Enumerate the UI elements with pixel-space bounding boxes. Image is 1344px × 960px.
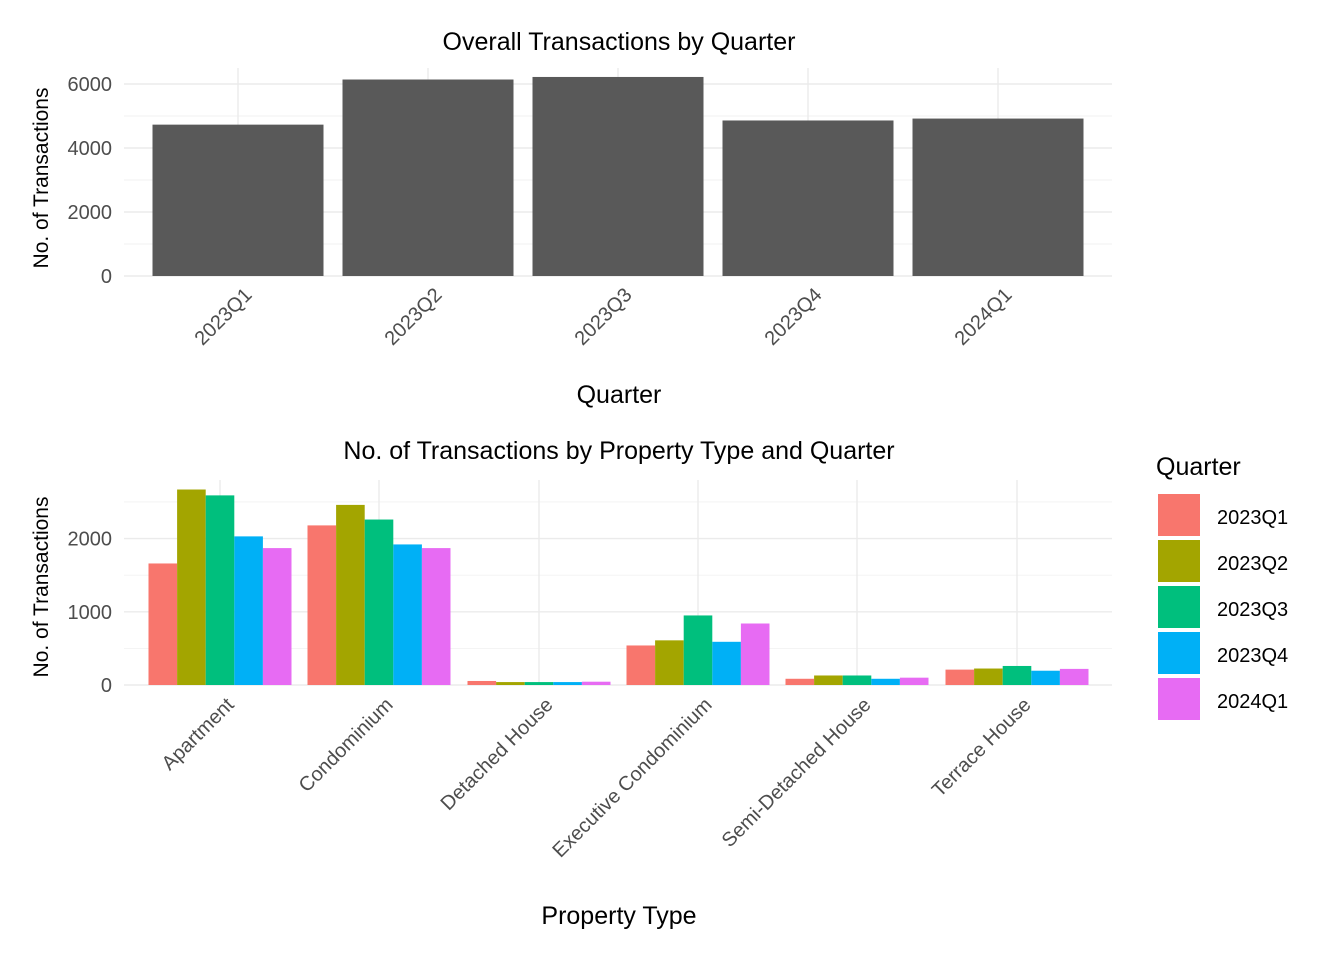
bottom-x-tick-label: Semi-Detached House bbox=[718, 694, 876, 852]
bottom-bar-condominium-2023Q3 bbox=[364, 519, 394, 685]
top-x-tick-labels: 2023Q1 2023Q2 2023Q3 2023Q4 2024Q1 bbox=[191, 284, 1017, 350]
bottom-chart-title: No. of Transactions by Property Type and… bbox=[343, 437, 894, 465]
bottom-bar-terrace-house-2023Q4 bbox=[1031, 670, 1060, 685]
top-y-tick-label: 4000 bbox=[68, 138, 113, 160]
bottom-x-tick-label: Executive Condominium bbox=[548, 694, 716, 862]
bottom-bar-semi-detached-house-2023Q3 bbox=[842, 675, 872, 685]
bottom-x-tick-label: Terrace House bbox=[928, 694, 1036, 802]
bottom-y-axis-title: No. of Transactions bbox=[30, 497, 53, 678]
legend-swatch-2023Q3 bbox=[1158, 586, 1200, 628]
bottom-bar-executive-condominium-2023Q2 bbox=[655, 640, 684, 685]
top-x-tick-label: 2024Q1 bbox=[951, 284, 1017, 350]
bottom-bar-terrace-house-2024Q1 bbox=[1059, 668, 1089, 685]
top-y-tick-label: 2000 bbox=[68, 202, 113, 224]
top-bar-2023Q1 bbox=[152, 124, 324, 276]
bottom-bar-semi-detached-house-2023Q1 bbox=[785, 678, 815, 685]
bottom-bar-detached-house-2023Q1 bbox=[467, 680, 497, 685]
bottom-y-tick-label: 1000 bbox=[68, 602, 113, 624]
top-x-axis-title: Quarter bbox=[577, 381, 662, 409]
top-chart-title: Overall Transactions by Quarter bbox=[443, 28, 796, 56]
top-x-tick-label: 2023Q4 bbox=[761, 284, 827, 350]
bottom-bar-executive-condominium-2023Q1 bbox=[626, 645, 656, 685]
legend-swatch-2024Q1 bbox=[1158, 678, 1200, 720]
top-x-tick-label: 2023Q1 bbox=[191, 284, 257, 350]
top-y-axis-title: No. of Transactions bbox=[30, 88, 53, 269]
bottom-chart: 0 1000 2000 Apartment Condominium Detached H… bbox=[30, 437, 1112, 930]
top-y-tick-label: 0 bbox=[101, 266, 112, 288]
bottom-x-tick-label: Apartment bbox=[158, 694, 239, 775]
bottom-bar-apartment-2023Q1 bbox=[148, 563, 178, 685]
bottom-bar-executive-condominium-2023Q3 bbox=[683, 615, 713, 685]
bottom-bar-semi-detached-house-2024Q1 bbox=[899, 677, 929, 685]
top-y-tick-labels: 0 2000 4000 6000 bbox=[68, 74, 113, 288]
bottom-bar-terrace-house-2023Q1 bbox=[945, 669, 975, 685]
legend-label-2023Q2: 2023Q2 bbox=[1217, 553, 1288, 575]
bottom-bar-executive-condominium-2023Q4 bbox=[712, 641, 741, 685]
bottom-bar-condominium-2023Q1 bbox=[307, 525, 337, 685]
legend-title: Quarter bbox=[1156, 453, 1241, 481]
legend: Quarter 2023Q1 2023Q2 2023Q3 2023Q4 2024Q1 bbox=[1156, 453, 1288, 720]
bottom-bar-apartment-2023Q2 bbox=[177, 489, 206, 685]
top-bar-2023Q4 bbox=[722, 120, 894, 276]
bottom-bar-apartment-2024Q1 bbox=[262, 548, 292, 685]
legend-swatch-2023Q4 bbox=[1158, 632, 1200, 674]
bottom-y-tick-label: 0 bbox=[101, 675, 112, 697]
bottom-bar-apartment-2023Q3 bbox=[205, 495, 235, 685]
bottom-x-tick-labels: Apartment Condominium Detached HouseExecut… bbox=[158, 694, 1036, 862]
bottom-x-tick-label: Condominium bbox=[295, 694, 398, 797]
bottom-bar-condominium-2023Q2 bbox=[336, 504, 365, 685]
top-bar-2023Q2 bbox=[342, 79, 514, 277]
legend-label-2023Q3: 2023Q3 bbox=[1217, 599, 1288, 621]
bottom-bar-semi-detached-house-2023Q2 bbox=[814, 675, 843, 685]
bottom-bar-apartment-2023Q4 bbox=[234, 536, 263, 685]
bottom-bar-semi-detached-house-2023Q4 bbox=[871, 678, 900, 685]
top-bars bbox=[152, 76, 1084, 277]
legend-items: 2023Q1 2023Q2 2023Q3 2023Q4 2024Q1 bbox=[1158, 494, 1288, 720]
bottom-bar-executive-condominium-2024Q1 bbox=[740, 623, 770, 685]
bottom-x-axis-title: Property Type bbox=[541, 902, 696, 930]
legend-label-2024Q1: 2024Q1 bbox=[1217, 691, 1288, 713]
bottom-bar-detached-house-2023Q4 bbox=[553, 682, 582, 685]
bottom-bar-condominium-2023Q4 bbox=[393, 544, 422, 685]
legend-label-2023Q1: 2023Q1 bbox=[1217, 507, 1288, 529]
top-x-tick-label: 2023Q3 bbox=[571, 284, 637, 350]
bottom-y-tick-labels: 0 1000 2000 bbox=[68, 529, 113, 697]
bottom-bar-detached-house-2023Q3 bbox=[524, 682, 554, 685]
top-bar-2024Q1 bbox=[912, 118, 1084, 276]
bottom-y-tick-label: 2000 bbox=[68, 529, 113, 551]
legend-swatch-2023Q2 bbox=[1158, 540, 1200, 582]
bottom-bar-detached-house-2023Q2 bbox=[496, 682, 525, 685]
top-x-tick-label: 2023Q2 bbox=[381, 284, 447, 350]
top-bar-2023Q3 bbox=[532, 76, 704, 277]
bottom-x-tick-label: Detached House bbox=[437, 694, 558, 815]
bottom-bars bbox=[148, 489, 1089, 685]
legend-swatch-2023Q1 bbox=[1158, 494, 1200, 536]
bottom-bar-terrace-house-2023Q3 bbox=[1002, 665, 1032, 685]
bottom-bar-detached-house-2024Q1 bbox=[581, 681, 611, 685]
top-y-tick-label: 6000 bbox=[68, 74, 113, 96]
bottom-bar-terrace-house-2023Q2 bbox=[974, 668, 1003, 685]
legend-label-2023Q4: 2023Q4 bbox=[1217, 645, 1288, 667]
bottom-bar-condominium-2024Q1 bbox=[421, 548, 451, 685]
